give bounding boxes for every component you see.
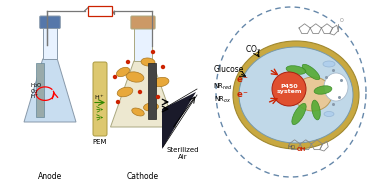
Ellipse shape	[117, 87, 133, 97]
Text: e$^-$: e$^-$	[236, 90, 250, 100]
Ellipse shape	[141, 58, 155, 66]
Bar	[87, 6, 112, 16]
Ellipse shape	[302, 64, 320, 80]
Ellipse shape	[294, 77, 332, 111]
Ellipse shape	[324, 112, 334, 116]
Ellipse shape	[323, 61, 335, 67]
Bar	[43, 28, 57, 59]
Circle shape	[126, 60, 130, 64]
Text: PEM: PEM	[93, 139, 107, 145]
Ellipse shape	[126, 72, 144, 82]
Circle shape	[113, 75, 117, 79]
Text: NR$_{ox}$: NR$_{ox}$	[214, 95, 232, 105]
Text: O$_2$: O$_2$	[30, 87, 38, 96]
FancyBboxPatch shape	[40, 16, 60, 29]
Text: H$^+$: H$^+$	[94, 94, 105, 102]
Ellipse shape	[132, 108, 144, 116]
Text: Sterilized
Air: Sterilized Air	[167, 147, 199, 160]
Ellipse shape	[116, 67, 129, 77]
Text: O: O	[340, 18, 343, 23]
Ellipse shape	[324, 73, 348, 101]
Circle shape	[272, 72, 306, 106]
Bar	[134, 28, 152, 61]
FancyBboxPatch shape	[93, 62, 107, 136]
Bar	[36, 64, 44, 117]
Text: e$^-$: e$^-$	[236, 75, 250, 85]
Text: Cathode: Cathode	[127, 172, 159, 181]
Text: H$_2$O: H$_2$O	[30, 81, 43, 90]
Circle shape	[138, 90, 142, 94]
Text: H$^+$: H$^+$	[30, 92, 40, 101]
Polygon shape	[110, 61, 176, 127]
Text: Glucose: Glucose	[214, 66, 244, 74]
Ellipse shape	[144, 103, 158, 111]
Ellipse shape	[274, 75, 288, 85]
Ellipse shape	[233, 41, 359, 149]
FancyBboxPatch shape	[131, 16, 155, 29]
Text: Anode: Anode	[38, 172, 62, 181]
Ellipse shape	[153, 77, 169, 87]
Circle shape	[156, 95, 160, 99]
Circle shape	[161, 65, 165, 69]
Text: P450
system: P450 system	[276, 84, 302, 94]
Text: OH: OH	[297, 147, 306, 152]
Ellipse shape	[286, 66, 306, 74]
Ellipse shape	[312, 100, 320, 120]
Ellipse shape	[239, 47, 353, 143]
Bar	[148, 63, 156, 119]
Polygon shape	[162, 92, 196, 149]
Polygon shape	[24, 59, 76, 122]
Ellipse shape	[292, 103, 306, 125]
Text: CO$_2$: CO$_2$	[245, 44, 261, 56]
Circle shape	[151, 50, 155, 54]
Text: NR$_{red}$: NR$_{red}$	[213, 82, 233, 92]
Ellipse shape	[275, 89, 303, 99]
Text: HO: HO	[287, 145, 295, 150]
Circle shape	[116, 100, 120, 104]
Ellipse shape	[314, 86, 332, 94]
